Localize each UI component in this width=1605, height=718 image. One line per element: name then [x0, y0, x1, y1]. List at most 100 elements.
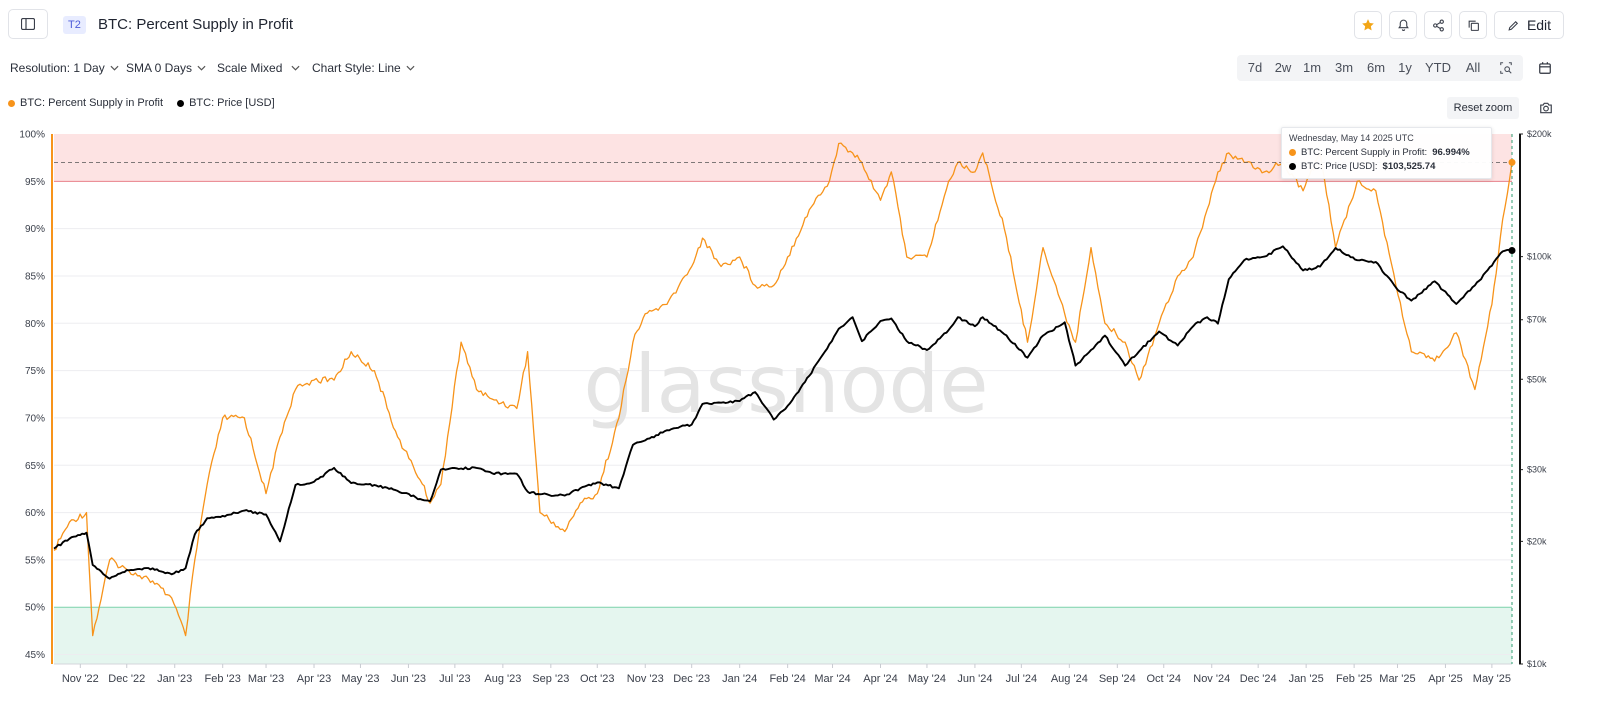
x-tick-label: Jun '24: [957, 673, 992, 685]
range-1y-button[interactable]: 1y: [1398, 60, 1412, 75]
tooltip-price-value: $103,525.74: [1382, 161, 1436, 172]
sidebar-toggle-button[interactable]: [8, 9, 48, 39]
y-left-tick-label: 55%: [25, 555, 45, 566]
resolution-dropdown[interactable]: Resolution: 1 Day: [10, 61, 119, 75]
x-tick-label: Apr '24: [863, 673, 898, 685]
y-left-tick-label: 50%: [25, 603, 45, 614]
legend-price-label: BTC: Price [USD]: [189, 97, 275, 109]
tooltip-price-label: BTC: Price [USD]:: [1301, 161, 1378, 172]
price-hover-marker: [1508, 247, 1516, 255]
duplicate-button[interactable]: [1459, 11, 1487, 39]
x-tick-label: Mar '23: [248, 673, 284, 685]
range-7d-button[interactable]: 7d: [1247, 60, 1263, 75]
x-tick-label: Oct '23: [580, 673, 615, 685]
y-left-tick-label: 60%: [25, 508, 45, 519]
price-dot-icon: [1289, 163, 1296, 170]
x-tick-label: May '25: [1473, 673, 1511, 685]
range-ytd-button[interactable]: YTD: [1425, 60, 1451, 75]
favorite-button[interactable]: [1354, 11, 1382, 39]
alert-button[interactable]: [1389, 11, 1417, 39]
range-2w-button[interactable]: 2w: [1274, 60, 1292, 75]
chevron-down-icon: [406, 65, 415, 71]
range-6m-button[interactable]: 6m: [1366, 60, 1386, 75]
page-title: BTC: Percent Supply in Profit: [98, 16, 294, 33]
lower-band: [54, 607, 1512, 664]
screenshot-button[interactable]: [1536, 99, 1556, 117]
legend-supply-label: BTC: Percent Supply in Profit: [20, 97, 164, 109]
x-tick-label: Jan '24: [722, 673, 757, 685]
x-tick-label: Nov '24: [1193, 673, 1230, 685]
bell-icon: [1397, 19, 1409, 31]
chart-style-label: Chart Style: Line: [312, 61, 401, 75]
y-right-tick-label: $10k: [1527, 659, 1547, 669]
x-tick-label: Jan '23: [157, 673, 192, 685]
scale-dropdown[interactable]: Scale Mixed: [217, 61, 300, 75]
chart-legend: BTC: Percent Supply in Profit BTC: Price…: [8, 96, 289, 110]
resolution-label: Resolution: 1 Day: [10, 61, 105, 75]
x-tick-label: Nov '23: [627, 673, 664, 685]
y-right-tick-label: $70k: [1527, 315, 1547, 325]
chevron-down-icon: [110, 65, 119, 71]
time-range-group: 7d 2w 1m 3m 6m 1y YTD All: [1237, 55, 1523, 81]
x-tick-label: Feb '23: [205, 673, 241, 685]
sma-label: SMA 0 Days: [126, 61, 193, 75]
range-3m-button[interactable]: 3m: [1334, 60, 1354, 75]
y-right-tick-label: $200k: [1527, 129, 1552, 139]
chevron-down-icon: [291, 65, 300, 71]
tooltip-date: Wednesday, May 14 2025 UTC: [1289, 133, 1414, 143]
x-tick-label: Oct '24: [1146, 673, 1181, 685]
camera-icon: [1540, 102, 1552, 114]
edit-button[interactable]: Edit: [1494, 11, 1564, 39]
tier-badge: T2: [63, 16, 86, 34]
share-button[interactable]: [1424, 11, 1452, 39]
x-tick-label: Jun '23: [391, 673, 426, 685]
y-left-tick-label: 90%: [25, 224, 45, 235]
zoom-select-button[interactable]: [1494, 55, 1518, 81]
x-tick-label: Sep '23: [532, 673, 569, 685]
chart[interactable]: glassnode 100% 95% 90% 85% 80% 75% 70% 65% 60% 55…: [0, 120, 1605, 718]
edit-label: Edit: [1526, 17, 1552, 33]
header: T2 BTC: Percent Supply in Profit Edit: [0, 0, 1605, 52]
x-tick-label: Aug '24: [1051, 673, 1088, 685]
supply-dot-icon: [8, 99, 15, 107]
chart-style-dropdown[interactable]: Chart Style: Line: [312, 61, 415, 75]
supply-dot-icon: [1289, 149, 1296, 156]
range-all-button[interactable]: All: [1465, 60, 1481, 75]
x-tick-label: Feb '24: [769, 673, 805, 685]
sma-dropdown[interactable]: SMA 0 Days: [126, 61, 206, 75]
star-icon: [1362, 19, 1374, 31]
x-tick-label: Jul '23: [439, 673, 470, 685]
price-dot-icon: [177, 99, 185, 107]
y-left-tick-label: 70%: [25, 413, 45, 424]
hover-layer: [54, 134, 1516, 664]
y-left-tick-label: 75%: [25, 366, 45, 377]
calendar-icon: [1539, 62, 1551, 74]
x-tick-label: Sep '24: [1099, 673, 1136, 685]
date-picker-button[interactable]: [1530, 55, 1560, 81]
tooltip-supply-value: 96.994%: [1432, 147, 1470, 158]
range-1m-button[interactable]: 1m: [1302, 60, 1322, 75]
scale-label: Scale Mixed: [217, 61, 283, 75]
zoom-area-icon: [1500, 62, 1512, 74]
y-right-tick-label: $30k: [1527, 465, 1547, 475]
x-tick-label: Nov '22: [62, 673, 99, 685]
reset-zoom-button[interactable]: Reset zoom: [1447, 97, 1519, 119]
x-tick-label: Apr '23: [297, 673, 332, 685]
x-tick-label: Dec '24: [1240, 673, 1277, 685]
pencil-icon: [1508, 20, 1518, 31]
y-left-tick-label: 85%: [25, 271, 45, 282]
legend-item-price[interactable]: BTC: Price [USD]: [177, 97, 275, 109]
x-tick-label: Mar '24: [814, 673, 850, 685]
x-tick-label: Jan '25: [1289, 673, 1324, 685]
legend-item-supply[interactable]: BTC: Percent Supply in Profit: [8, 97, 163, 109]
tooltip-price-row: BTC: Price [USD]: $103,525.74: [1289, 161, 1484, 172]
x-tick-label: Apr '25: [1428, 673, 1463, 685]
price-series-line: [53, 245, 1513, 580]
supply-hover-marker: [1508, 158, 1516, 166]
chart-toolbar: Resolution: 1 Day SMA 0 Days Scale Mixed…: [0, 55, 1605, 81]
chart-tooltip: Wednesday, May 14 2025 UTC BTC: Percent …: [1281, 127, 1492, 179]
grid-layer: [54, 228, 1512, 656]
y-left-tick-label: 95%: [25, 177, 45, 188]
y-left-tick-label: 45%: [25, 650, 45, 661]
series-layer: [53, 142, 1513, 637]
